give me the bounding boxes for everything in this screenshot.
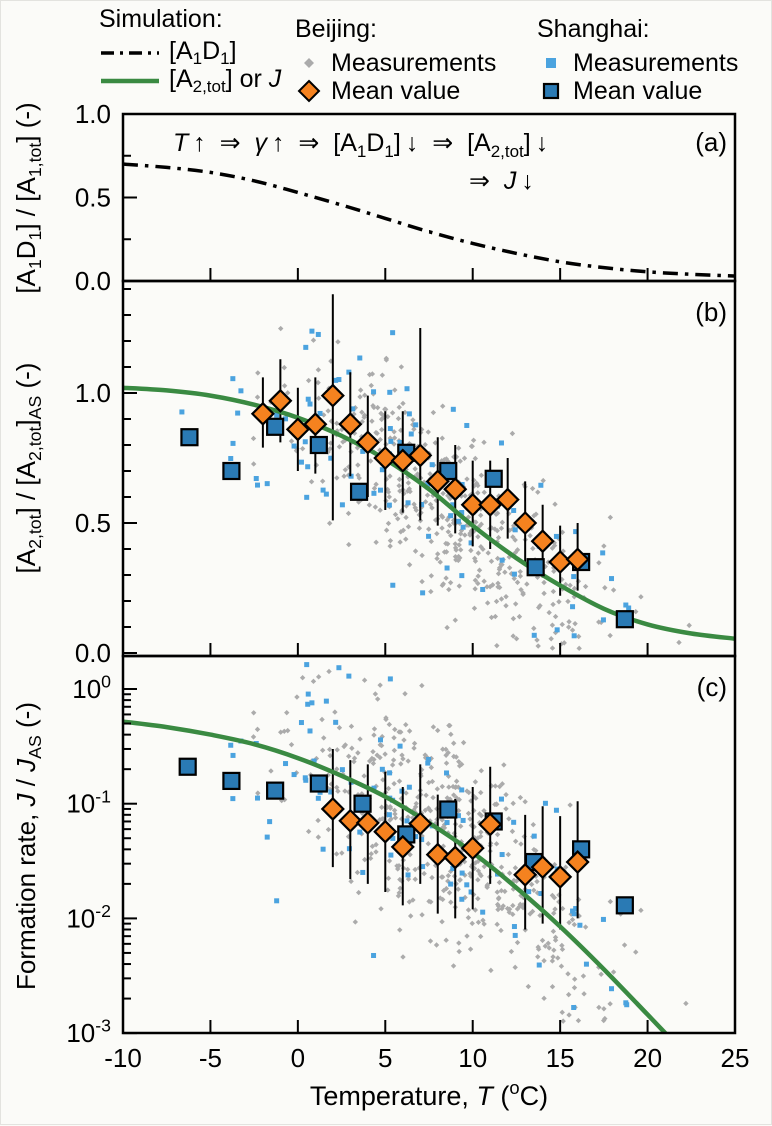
ytick-a: 0.0 bbox=[75, 266, 111, 296]
xtick-label: 25 bbox=[721, 1043, 750, 1073]
legend-item-label: Measurements bbox=[573, 49, 739, 78]
lightblue-square-icon bbox=[546, 58, 556, 69]
beijing-measurements-panel-b bbox=[250, 325, 692, 652]
ytick-b: 0.5 bbox=[75, 508, 111, 538]
shanghai-mean-panel-b bbox=[180, 417, 634, 629]
legend-item-shanghai-measurements: Measurements bbox=[537, 49, 738, 77]
panel-label-c: (c) bbox=[697, 672, 727, 702]
legend-item-label: Mean value bbox=[573, 77, 703, 106]
xtick-label: -10 bbox=[104, 1043, 142, 1073]
xtick-label: 5 bbox=[378, 1043, 392, 1073]
x-axis-title: Temperature, T (oC) bbox=[310, 1077, 548, 1111]
ytick-c: 100 bbox=[72, 672, 111, 704]
legend-item-sim-a2tot: [A2,tot] or J bbox=[99, 65, 282, 97]
legend-simulation: Simulation: [A1D1] [A2,tot] or J bbox=[99, 5, 282, 97]
legend-simulation-title: Simulation: bbox=[99, 5, 223, 33]
legend-item-sim-a1d1: [A1D1] bbox=[99, 37, 281, 69]
beijing-mean-panel-b bbox=[250, 383, 590, 575]
legend-item-label: [A1D1] bbox=[169, 37, 237, 69]
y-axis-title-a: [A1D1] / [A1,tot] (-) bbox=[11, 102, 45, 293]
gray-diamond-icon bbox=[304, 58, 314, 69]
shanghai-mean-panel-c bbox=[178, 757, 634, 915]
shanghai-measurements-panel-b bbox=[179, 328, 632, 639]
xtick-label: -5 bbox=[199, 1043, 222, 1073]
green-line-sample bbox=[101, 79, 159, 84]
ytick-b: 1.0 bbox=[75, 378, 111, 408]
xtick-label: 20 bbox=[633, 1043, 662, 1073]
legend-shanghai: Shanghai: Measurements Mean value bbox=[537, 16, 738, 105]
legend-shanghai-title: Shanghai: bbox=[537, 15, 650, 43]
curve-simulation-A1D1 bbox=[124, 162, 734, 278]
legend-item-label: Mean value bbox=[331, 77, 461, 106]
ytick-c: 10-1 bbox=[66, 786, 111, 818]
orange-diamond-icon bbox=[297, 79, 321, 103]
panel-b-frame bbox=[121, 279, 737, 658]
ytick-b: 0.0 bbox=[75, 638, 111, 668]
legend-beijing: Beijing: Measurements Mean value bbox=[295, 16, 496, 105]
legend-item-shanghai-mean: Mean value bbox=[537, 77, 738, 105]
beijing-mean-panel-c bbox=[320, 796, 590, 889]
xtick-label: 0 bbox=[291, 1043, 305, 1073]
xtick-label: 15 bbox=[546, 1043, 575, 1073]
legend-item-beijing-measurements: Measurements bbox=[295, 49, 496, 77]
panel-label-b: (b) bbox=[695, 297, 727, 327]
panel-label-a: (a) bbox=[695, 127, 727, 157]
ytick-c: 10-3 bbox=[66, 1016, 111, 1048]
dashdot-line-sample bbox=[101, 51, 159, 55]
curve-simulation-A2tot bbox=[124, 385, 734, 641]
ytick-a: 0.5 bbox=[75, 183, 111, 213]
annotation-line1: T ↑ ⇒ γ ↑ ⇒ [A1D1] ↓ ⇒ [A2,tot] ↓ bbox=[173, 129, 548, 161]
y-axis-title-c: Formation rate, J / JAS (-) bbox=[11, 702, 45, 990]
panel-c-frame bbox=[121, 654, 737, 1035]
ytick-a: 1.0 bbox=[75, 99, 111, 129]
ytick-c: 10-2 bbox=[66, 901, 111, 933]
legend-item-beijing-mean: Mean value bbox=[295, 77, 496, 105]
xtick-label: 10 bbox=[458, 1043, 487, 1073]
blue-square-icon bbox=[542, 83, 560, 100]
legend-beijing-title: Beijing: bbox=[295, 15, 377, 43]
legend-item-label: [A2,tot] or J bbox=[169, 65, 282, 97]
annotation-line2: ⇒ J ↓ bbox=[469, 167, 534, 195]
legend-item-label: Measurements bbox=[331, 49, 497, 78]
y-axis-title-b: [A2,tot] / [A2,tot]AS (-) bbox=[11, 363, 45, 574]
